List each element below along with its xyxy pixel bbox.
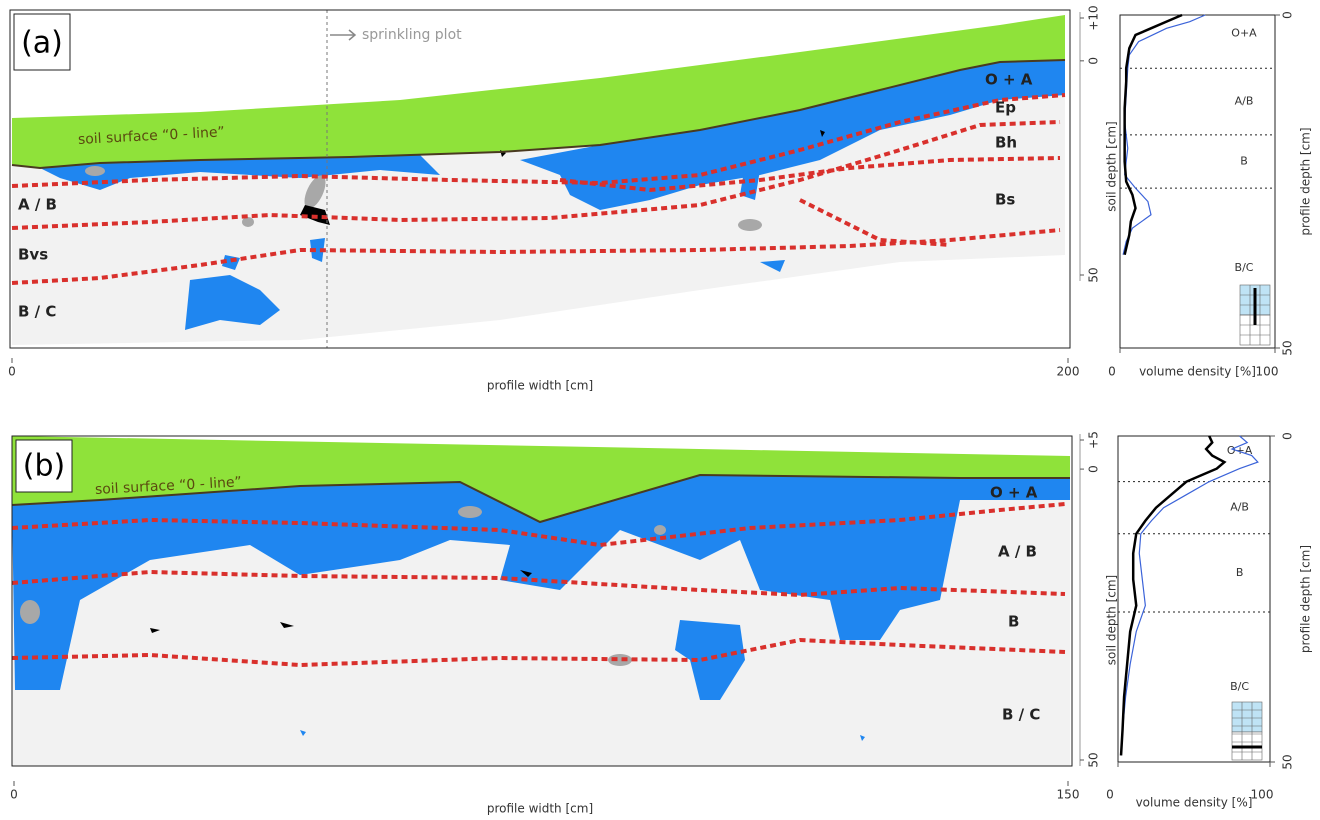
y-axis-title: soil depth [cm] xyxy=(1105,121,1119,211)
x-tick-label: 0 xyxy=(8,365,16,379)
horizon-label: Bh xyxy=(995,134,1017,152)
horizon-label: B xyxy=(1240,155,1248,168)
y-tick-label: 0 xyxy=(1087,465,1101,473)
y-tick-label: 50 xyxy=(1087,752,1101,767)
x-tick-label: 100 xyxy=(1256,365,1279,379)
x-tick-label: 200 xyxy=(1057,365,1080,379)
x-axis-title: profile width [cm] xyxy=(487,802,593,816)
panel-label-box xyxy=(13,13,71,71)
profile-image-b xyxy=(11,436,1070,766)
frame xyxy=(11,435,1073,767)
horizon-label: Bvs xyxy=(18,246,48,264)
horizon-label: O + A xyxy=(985,71,1033,89)
panel-label: (b) xyxy=(23,449,65,484)
y-tick-label: 0 xyxy=(1281,11,1295,19)
x-axis-title: profile width [cm] xyxy=(487,379,593,393)
frame xyxy=(9,9,1071,349)
y-axis-title: soil depth [cm] xyxy=(1105,575,1119,665)
x-tick-label: 0 xyxy=(1108,365,1116,379)
horizon-label: B/C xyxy=(1235,261,1254,274)
y-tick-label: +10 xyxy=(1087,5,1101,30)
plot-frame xyxy=(1119,14,1276,349)
profile-image-a xyxy=(11,10,1066,348)
horizon-label: Ep xyxy=(995,99,1016,117)
horizon-label: B / C xyxy=(18,303,56,321)
horizon-label: O + A xyxy=(990,484,1038,502)
horizon-label: A/B xyxy=(1230,501,1249,514)
annotation: sprinkling plot xyxy=(362,27,462,43)
horizon-label: A / B xyxy=(18,196,57,214)
density-line xyxy=(1123,13,1183,256)
plot-frame xyxy=(1117,435,1271,763)
horizon-label: A/B xyxy=(1235,95,1254,108)
y-tick-label: 50 xyxy=(1087,267,1101,282)
horizon-label: B xyxy=(1236,566,1244,579)
x-tick-label: 0 xyxy=(1106,788,1114,802)
y-tick-label: 0 xyxy=(1087,57,1101,65)
y-axis-title: profile depth [cm] xyxy=(1299,127,1313,235)
y-tick-label: 50 xyxy=(1281,754,1295,769)
surface-label: soil surface “0 - line” xyxy=(78,124,226,148)
horizon-label: B / C xyxy=(1002,706,1040,724)
horizon-label: A / B xyxy=(998,543,1037,561)
horizon-label: O+A xyxy=(1231,27,1257,40)
y-tick-label: 0 xyxy=(1281,432,1295,440)
density-line xyxy=(1120,435,1259,756)
panel-label-box xyxy=(15,439,73,493)
y-tick-label: 50 xyxy=(1281,340,1295,355)
surface-label: soil surface “0 - line” xyxy=(95,474,243,498)
panel-label: (a) xyxy=(21,26,63,61)
x-axis-title: volume density [%] xyxy=(1136,796,1253,810)
y-axis-title: profile depth [cm] xyxy=(1299,545,1313,653)
sampling-icon xyxy=(1231,284,1271,761)
x-tick-label: 100 xyxy=(1251,788,1274,802)
horizon-label: Bs xyxy=(995,191,1015,209)
horizon-label: B/C xyxy=(1230,680,1249,693)
y-tick-label: +5 xyxy=(1087,431,1101,449)
density-line xyxy=(1122,14,1206,255)
x-tick-label: 150 xyxy=(1057,788,1080,802)
density-line xyxy=(1119,435,1227,756)
x-axis-title: volume density [%] xyxy=(1139,365,1256,379)
x-tick-label: 0 xyxy=(10,788,18,802)
horizon-label: B xyxy=(1008,613,1019,631)
